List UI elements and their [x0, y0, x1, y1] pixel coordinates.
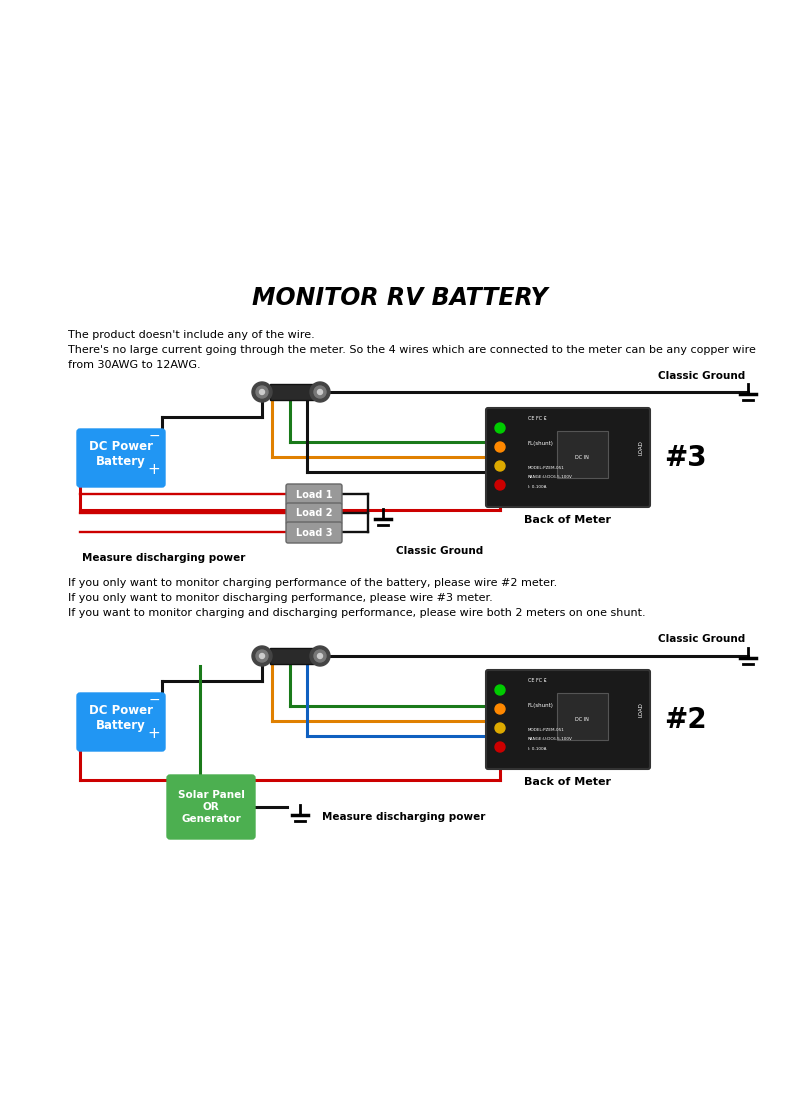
Text: −: − — [148, 693, 160, 707]
Text: If you only want to monitor charging performance of the battery, please wire #2 : If you only want to monitor charging per… — [68, 578, 646, 618]
Text: DC Power
Battery: DC Power Battery — [89, 704, 153, 732]
Circle shape — [252, 383, 272, 402]
Text: +: + — [148, 463, 160, 477]
Text: I: 0-100A: I: 0-100A — [528, 484, 546, 489]
Text: MODEL:PZEM-051: MODEL:PZEM-051 — [528, 728, 565, 732]
Text: The product doesn't include any of the wire.
There's no large current going thro: The product doesn't include any of the w… — [68, 330, 756, 369]
Text: Load 3: Load 3 — [296, 527, 332, 537]
Text: Measure discharging power: Measure discharging power — [82, 553, 246, 563]
Circle shape — [314, 650, 326, 662]
FancyBboxPatch shape — [486, 408, 650, 507]
Text: FL(shunt): FL(shunt) — [528, 703, 554, 708]
Circle shape — [259, 653, 265, 659]
Circle shape — [495, 423, 505, 433]
Circle shape — [495, 461, 505, 471]
Bar — [270, 384, 314, 400]
Text: MODEL:PZEM-051: MODEL:PZEM-051 — [528, 466, 565, 470]
Circle shape — [310, 383, 330, 402]
Text: Load 1: Load 1 — [296, 490, 332, 500]
Circle shape — [318, 653, 322, 659]
Text: Measure discharging power: Measure discharging power — [322, 812, 486, 822]
Circle shape — [495, 480, 505, 490]
Circle shape — [256, 386, 268, 398]
Text: I: 0-100A: I: 0-100A — [528, 746, 546, 751]
Text: DC IN: DC IN — [575, 455, 590, 460]
Text: Classic Ground: Classic Ground — [396, 546, 483, 556]
Text: MONITOR RV BATTERY: MONITOR RV BATTERY — [252, 286, 548, 310]
Circle shape — [495, 442, 505, 452]
Circle shape — [495, 742, 505, 752]
Text: FL(shunt): FL(shunt) — [528, 441, 554, 446]
FancyBboxPatch shape — [286, 484, 342, 505]
Text: Solar Panel
OR
Generator: Solar Panel OR Generator — [178, 790, 245, 823]
Circle shape — [318, 389, 322, 395]
Circle shape — [252, 646, 272, 666]
FancyBboxPatch shape — [286, 522, 342, 543]
Text: #3: #3 — [664, 444, 706, 471]
Circle shape — [256, 650, 268, 662]
Text: #2: #2 — [664, 706, 706, 733]
Text: Back of Meter: Back of Meter — [525, 777, 611, 787]
Bar — [270, 648, 314, 664]
Bar — [557, 693, 608, 741]
Text: CE FC ℇ: CE FC ℇ — [528, 678, 546, 683]
Circle shape — [259, 389, 265, 395]
Text: Load 2: Load 2 — [296, 509, 332, 518]
Circle shape — [314, 386, 326, 398]
FancyBboxPatch shape — [167, 775, 255, 840]
Text: DC Power
Battery: DC Power Battery — [89, 439, 153, 468]
Text: Classic Ground: Classic Ground — [658, 372, 745, 381]
Circle shape — [310, 646, 330, 666]
Text: CE FC ℇ: CE FC ℇ — [528, 416, 546, 421]
Text: −: − — [148, 429, 160, 443]
Circle shape — [495, 685, 505, 695]
FancyBboxPatch shape — [486, 670, 650, 769]
Text: DC IN: DC IN — [575, 717, 590, 722]
Text: Classic Ground: Classic Ground — [658, 633, 745, 644]
Circle shape — [495, 704, 505, 713]
Text: +: + — [148, 726, 160, 741]
FancyBboxPatch shape — [77, 693, 165, 751]
Text: Back of Meter: Back of Meter — [525, 515, 611, 525]
Bar — [557, 431, 608, 478]
Text: RANGE:U:DC6.5-100V: RANGE:U:DC6.5-100V — [528, 476, 573, 479]
Text: RANGE:U:DC6.5-100V: RANGE:U:DC6.5-100V — [528, 738, 573, 741]
Circle shape — [495, 723, 505, 733]
FancyBboxPatch shape — [286, 503, 342, 524]
Text: LOAD: LOAD — [638, 441, 643, 456]
FancyBboxPatch shape — [77, 429, 165, 487]
Text: LOAD: LOAD — [638, 703, 643, 718]
